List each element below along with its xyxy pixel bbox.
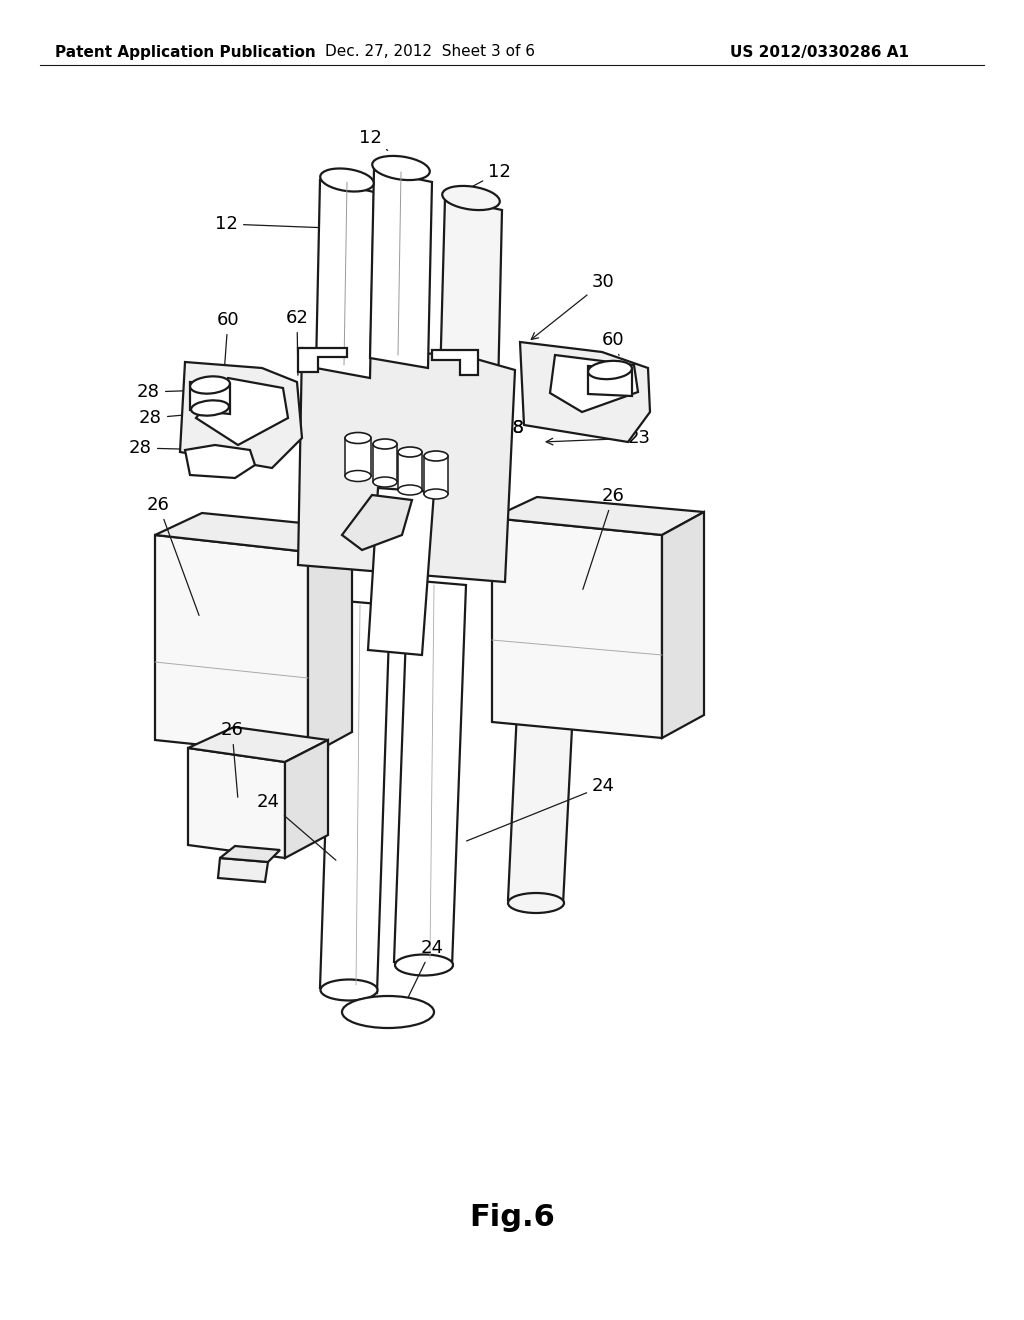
Text: 24: 24 (403, 939, 443, 1007)
Polygon shape (185, 445, 255, 478)
Text: 12: 12 (465, 162, 511, 190)
Text: 62: 62 (286, 309, 308, 375)
Text: 26: 26 (220, 721, 244, 797)
Ellipse shape (424, 488, 449, 499)
Polygon shape (196, 378, 288, 445)
Ellipse shape (398, 447, 422, 457)
Ellipse shape (508, 894, 564, 913)
Text: 23: 23 (546, 429, 651, 447)
Ellipse shape (321, 979, 378, 1001)
Text: Dec. 27, 2012  Sheet 3 of 6: Dec. 27, 2012 Sheet 3 of 6 (325, 45, 535, 59)
Polygon shape (218, 858, 268, 882)
Text: 30: 30 (531, 273, 614, 339)
Polygon shape (370, 170, 432, 368)
Polygon shape (298, 348, 515, 582)
Polygon shape (180, 362, 302, 469)
Polygon shape (492, 498, 705, 535)
Ellipse shape (345, 470, 371, 482)
Polygon shape (342, 495, 412, 550)
Ellipse shape (345, 433, 371, 444)
Text: 28: 28 (502, 418, 525, 437)
Polygon shape (188, 748, 285, 858)
Ellipse shape (373, 156, 430, 180)
Text: 28: 28 (129, 440, 215, 457)
Text: 12: 12 (215, 215, 328, 234)
Ellipse shape (373, 477, 397, 487)
Polygon shape (155, 513, 352, 552)
Text: 28: 28 (137, 383, 207, 401)
Polygon shape (432, 350, 478, 375)
Polygon shape (298, 348, 347, 372)
Ellipse shape (190, 376, 230, 393)
Text: US 2012/0330286 A1: US 2012/0330286 A1 (730, 45, 909, 59)
Polygon shape (373, 444, 397, 482)
Polygon shape (508, 605, 578, 906)
Polygon shape (285, 741, 328, 858)
Ellipse shape (373, 440, 397, 449)
Ellipse shape (588, 360, 632, 379)
Ellipse shape (442, 186, 500, 210)
Text: Fig.6: Fig.6 (469, 1204, 555, 1233)
Polygon shape (662, 512, 705, 738)
Polygon shape (398, 451, 422, 490)
Polygon shape (188, 727, 328, 762)
Ellipse shape (191, 400, 229, 416)
Polygon shape (550, 355, 638, 412)
Polygon shape (155, 535, 308, 756)
Polygon shape (520, 342, 650, 442)
Polygon shape (424, 455, 449, 494)
Text: 12: 12 (358, 129, 388, 150)
Polygon shape (492, 517, 662, 738)
Polygon shape (190, 381, 230, 414)
Text: 24: 24 (467, 777, 615, 841)
Polygon shape (319, 601, 390, 993)
Ellipse shape (342, 997, 434, 1028)
Polygon shape (220, 846, 280, 862)
Text: 24: 24 (257, 793, 336, 861)
Text: 26: 26 (583, 487, 625, 589)
Polygon shape (316, 180, 374, 378)
Polygon shape (394, 579, 466, 968)
Text: 60: 60 (217, 312, 240, 385)
Text: Patent Application Publication: Patent Application Publication (55, 45, 315, 59)
Polygon shape (588, 366, 632, 396)
Polygon shape (308, 528, 352, 756)
Polygon shape (345, 438, 371, 477)
Text: 28: 28 (502, 418, 525, 437)
Text: 26: 26 (147, 496, 199, 615)
Ellipse shape (395, 954, 453, 975)
Ellipse shape (398, 484, 422, 495)
Ellipse shape (321, 169, 374, 191)
Text: 28: 28 (139, 409, 215, 426)
Polygon shape (368, 488, 434, 655)
Polygon shape (440, 198, 502, 392)
Text: 60: 60 (602, 331, 625, 355)
Ellipse shape (424, 451, 449, 461)
